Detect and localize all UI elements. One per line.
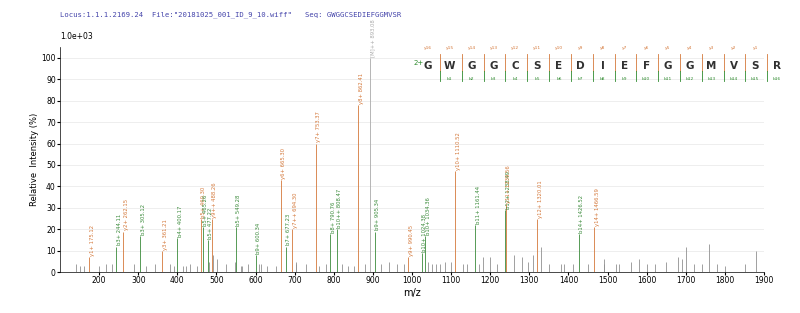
Text: y9+ 990.45: y9+ 990.45 xyxy=(409,225,414,256)
Text: y4: y4 xyxy=(687,46,693,50)
Text: G: G xyxy=(424,61,432,71)
Text: y7: y7 xyxy=(622,46,627,50)
Text: b8: b8 xyxy=(600,77,606,81)
Text: b7: b7 xyxy=(578,77,583,81)
Text: b5+ 465.26: b5+ 465.26 xyxy=(203,195,208,226)
Text: b9: b9 xyxy=(622,77,627,81)
Text: b14: b14 xyxy=(730,77,738,81)
Text: b9+ 600.34: b9+ 600.34 xyxy=(256,223,261,254)
Text: Locus:1.1.1.2169.24  File:"20181025_001_ID_9_10.wiff"   Seq: GWGGCSEDIEFGGMVSR: Locus:1.1.1.2169.24 File:"20181025_001_I… xyxy=(60,11,402,18)
Text: b11: b11 xyxy=(664,77,672,81)
Text: G: G xyxy=(686,61,694,71)
Text: y15: y15 xyxy=(446,46,454,50)
Text: b14+ 1426.52: b14+ 1426.52 xyxy=(579,194,584,233)
Text: y9++ 488.26: y9++ 488.26 xyxy=(212,182,218,218)
Text: M: M xyxy=(706,61,717,71)
Text: b3+ 305.12: b3+ 305.12 xyxy=(141,204,146,235)
Text: G: G xyxy=(664,61,672,71)
Text: y8: y8 xyxy=(600,46,606,50)
Y-axis label: Relative  Intensity (%): Relative Intensity (%) xyxy=(30,113,38,206)
Text: y11+ 1239.56: y11+ 1239.56 xyxy=(506,165,511,203)
Text: b7+ 677.23: b7+ 677.23 xyxy=(286,214,291,245)
Text: y3: y3 xyxy=(709,46,714,50)
Text: y7++ 694.30: y7++ 694.30 xyxy=(293,193,298,228)
Text: b13: b13 xyxy=(707,77,716,81)
Text: G: G xyxy=(490,61,498,71)
Text: V: V xyxy=(730,61,738,71)
Text: I: I xyxy=(601,61,605,71)
Text: y11: y11 xyxy=(533,46,541,50)
Text: S: S xyxy=(751,61,759,71)
Text: b5+ 477.22: b5+ 477.22 xyxy=(208,208,213,239)
Text: b16: b16 xyxy=(773,77,782,81)
Text: b15: b15 xyxy=(751,77,759,81)
Text: b3+ 244.11: b3+ 244.11 xyxy=(117,214,122,245)
Text: b10++ 808.47: b10++ 808.47 xyxy=(338,189,342,228)
Text: b5: b5 xyxy=(534,77,540,81)
Text: y8+ 862.41: y8+ 862.41 xyxy=(358,73,363,104)
Text: b12: b12 xyxy=(686,77,694,81)
Text: b3: b3 xyxy=(490,77,496,81)
Text: S: S xyxy=(534,61,541,71)
Text: b5+ 549.28: b5+ 549.28 xyxy=(236,195,241,226)
Text: y2: y2 xyxy=(730,46,736,50)
Text: R: R xyxy=(773,61,781,71)
X-axis label: m/z: m/z xyxy=(403,288,421,298)
Text: b10+ 1024.38: b10+ 1024.38 xyxy=(422,214,427,252)
Text: y16: y16 xyxy=(424,46,432,50)
Text: b6: b6 xyxy=(556,77,562,81)
Text: b10: b10 xyxy=(642,77,650,81)
Text: y6+ 665.30: y6+ 665.30 xyxy=(282,148,286,179)
Text: E: E xyxy=(621,61,628,71)
Text: y13: y13 xyxy=(490,46,498,50)
Text: y1+ 175.12: y1+ 175.12 xyxy=(90,225,94,256)
Text: y6: y6 xyxy=(643,46,649,50)
Text: b9+ 905.34: b9+ 905.34 xyxy=(375,199,380,230)
Text: b4+ 400.17: b4+ 400.17 xyxy=(178,206,182,237)
Text: y14+ 1466.59: y14+ 1466.59 xyxy=(595,188,600,226)
Text: b4: b4 xyxy=(513,77,518,81)
Text: D: D xyxy=(577,61,585,71)
Text: b5+ 460.30: b5+ 460.30 xyxy=(202,186,206,218)
Text: b2: b2 xyxy=(469,77,474,81)
Text: [M]++ 893.08: [M]++ 893.08 xyxy=(370,19,375,57)
Text: y12: y12 xyxy=(511,46,519,50)
Text: y9: y9 xyxy=(578,46,583,50)
Text: C: C xyxy=(511,61,519,71)
Text: b8+ 790.76: b8+ 790.76 xyxy=(330,201,335,233)
Text: y12+ 1320.01: y12+ 1320.01 xyxy=(538,180,542,218)
Text: F: F xyxy=(642,61,650,71)
Text: b1: b1 xyxy=(447,77,453,81)
Text: y5: y5 xyxy=(666,46,670,50)
Text: 1.0e+03: 1.0e+03 xyxy=(60,32,93,41)
Text: E: E xyxy=(555,61,562,71)
Text: b12+ 1238.49: b12+ 1238.49 xyxy=(506,171,510,209)
Text: y10+ 1110.52: y10+ 1110.52 xyxy=(456,132,461,170)
Text: y1: y1 xyxy=(753,46,758,50)
Text: 2+: 2+ xyxy=(414,60,423,66)
Text: y10: y10 xyxy=(555,46,563,50)
Text: b11+ 1161.44: b11+ 1161.44 xyxy=(475,186,481,224)
Text: y2+ 262.15: y2+ 262.15 xyxy=(124,199,129,230)
Text: y7+ 753.37: y7+ 753.37 xyxy=(316,112,321,142)
Text: b10+ 1034.36: b10+ 1034.36 xyxy=(426,197,431,235)
Text: y3+ 361.21: y3+ 361.21 xyxy=(162,219,167,250)
Text: W: W xyxy=(444,61,455,71)
Text: y14: y14 xyxy=(467,46,476,50)
Text: G: G xyxy=(467,61,476,71)
